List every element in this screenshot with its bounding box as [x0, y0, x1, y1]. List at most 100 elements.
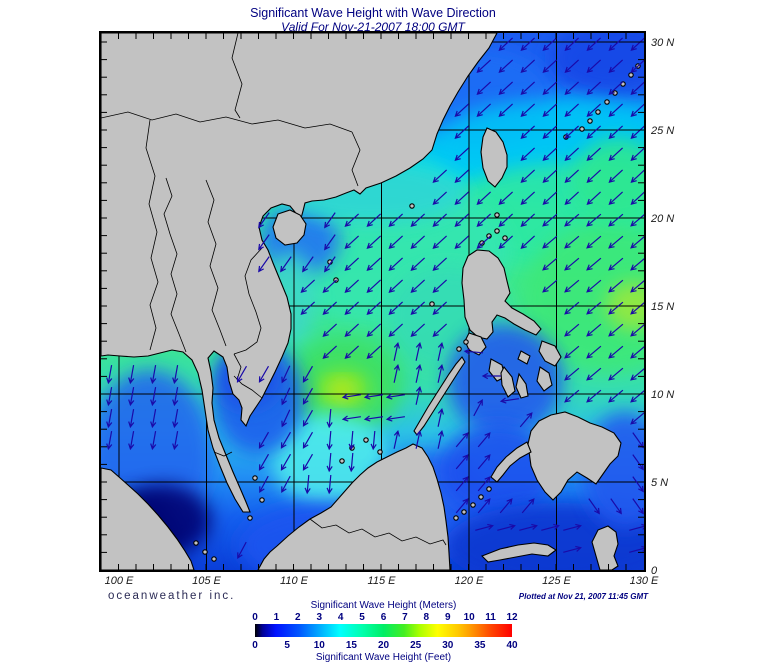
small-island: [604, 99, 610, 105]
wave-arrow: [586, 323, 602, 337]
wave-arrow: [630, 280, 644, 293]
wave-arrow: [326, 408, 333, 429]
wave-arrow: [608, 125, 624, 139]
wave-arrow: [499, 498, 513, 514]
wave-arrow: [437, 341, 444, 361]
wave-arrow: [586, 367, 602, 381]
colorbar-meters-value: 0: [252, 612, 258, 623]
wave-arrow: [608, 81, 624, 95]
wave-arrow: [281, 475, 291, 494]
wave-arrow: [586, 59, 602, 73]
wave-arrow: [630, 37, 644, 51]
wave-arrow: [341, 393, 361, 400]
wave-arrow: [302, 453, 314, 471]
land-hainan: [272, 209, 307, 246]
wave-arrow: [498, 103, 514, 117]
land-taiwan: [480, 127, 508, 188]
wave-arrow: [520, 213, 536, 227]
wave-arrow: [476, 235, 492, 249]
wave-arrow: [520, 235, 536, 249]
wave-arrow: [542, 257, 558, 271]
wave-arrow: [150, 364, 157, 385]
wave-arrow: [432, 235, 448, 249]
wave-arrow: [258, 212, 270, 229]
wave-direction-arrows: [106, 37, 644, 560]
wave-arrow: [280, 453, 292, 471]
wave-arrow: [475, 523, 494, 531]
colorbar-feet-value: 30: [442, 640, 454, 651]
wave-arrow: [324, 234, 336, 251]
wave-arrow: [454, 169, 470, 183]
small-island: [494, 212, 500, 218]
wave-arrow: [473, 398, 483, 417]
country-borders: [101, 33, 447, 546]
colorbar-meters-value: 10: [463, 612, 475, 623]
wave-arrow: [393, 341, 400, 361]
wave-arrow: [258, 234, 270, 251]
wave-arrow: [410, 323, 426, 337]
wave-arrow: [454, 191, 470, 205]
wave-arrow: [498, 81, 514, 95]
lon-tick-label: 120 E: [455, 575, 484, 587]
wave-arrow: [280, 431, 292, 449]
wave-arrow: [281, 387, 291, 406]
wave-arrow: [564, 59, 580, 73]
small-island: [363, 437, 369, 443]
land-cebu: [515, 372, 529, 399]
wave-arrow: [564, 103, 580, 117]
wave-arrow: [498, 213, 514, 227]
wave-arrow: [388, 323, 404, 337]
wave-arrow: [300, 301, 316, 315]
colorbar-meters-value: 1: [273, 612, 280, 623]
wave-arrow: [542, 125, 558, 139]
wave-arrow: [630, 214, 644, 227]
wave-arrow: [476, 213, 492, 227]
wave-arrow: [481, 372, 501, 380]
wave-arrow: [564, 191, 580, 205]
wave-arrow: [454, 125, 470, 139]
wave-arrow: [564, 213, 580, 227]
small-island: [456, 346, 462, 352]
small-island: [377, 449, 383, 455]
wave-arrow: [564, 345, 580, 359]
colorbar-feet-value: 40: [506, 640, 518, 651]
wave-arrow: [463, 348, 484, 355]
small-island: [628, 72, 634, 78]
wave-arrow: [366, 279, 382, 293]
wave-arrow: [586, 169, 602, 183]
wave-arrow: [432, 279, 448, 293]
colorbar-feet-value: 5: [284, 640, 290, 651]
wave-arrow: [630, 59, 644, 73]
wave-arrow: [432, 301, 448, 315]
wave-arrow: [520, 147, 536, 161]
wave-arrow: [541, 523, 560, 531]
colorbar-feet-value: 10: [313, 640, 325, 651]
colorbar-title-meters: Significant Wave Height (Meters): [310, 600, 457, 611]
wave-arrow: [630, 412, 644, 425]
wave-arrow: [344, 323, 360, 337]
wave-arrow: [437, 407, 444, 427]
wave-arrow: [586, 213, 602, 227]
lon-tick-label: 130 E: [630, 575, 659, 587]
wave-arrow: [520, 59, 536, 73]
small-island: [429, 301, 435, 307]
wave-arrow: [586, 235, 602, 249]
wave-arrow: [454, 103, 470, 117]
wave-arrow: [385, 393, 405, 400]
wave-arrow: [172, 386, 179, 407]
wave-arrow: [476, 59, 492, 73]
wave-arrow: [388, 279, 404, 293]
wave-arrow: [259, 475, 269, 494]
colorbar-meters-value: 7: [402, 612, 408, 623]
wave-arrow: [608, 213, 624, 227]
wave-arrow: [542, 37, 558, 51]
colorbar-meters-value: 4: [337, 612, 344, 623]
wave-arrow: [410, 213, 426, 227]
wave-arrow: [498, 235, 514, 249]
land-borneo: [257, 443, 451, 570]
wave-arrow: [326, 430, 333, 451]
wave-arrow: [237, 541, 247, 560]
wave-arrow: [172, 364, 179, 385]
wave-arrow: [455, 432, 469, 448]
wave-arrow: [455, 476, 469, 492]
